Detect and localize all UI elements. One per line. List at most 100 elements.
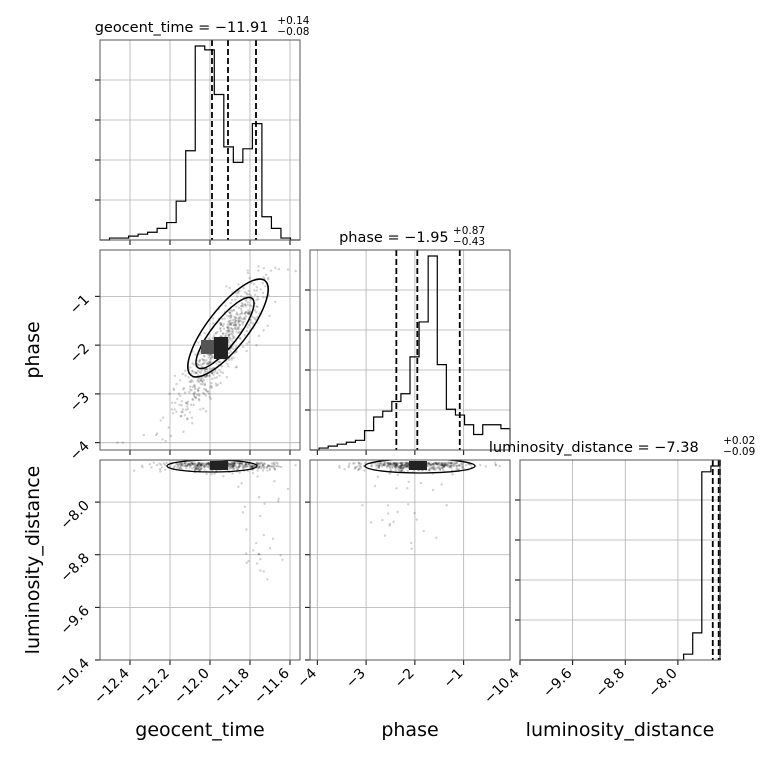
sample-point	[204, 464, 208, 467]
sample-point	[195, 393, 199, 396]
sample-point	[404, 464, 407, 467]
sample-point	[243, 316, 246, 319]
sample-point	[250, 465, 254, 469]
sample-point	[194, 467, 198, 470]
sample-point	[195, 468, 199, 471]
sample-point	[196, 378, 200, 381]
sample-point	[245, 561, 248, 565]
sample-point	[428, 464, 431, 467]
sample-point	[235, 311, 239, 314]
sample-point	[199, 464, 203, 467]
sample-point	[237, 466, 240, 469]
sample-point	[180, 463, 183, 466]
sample-point	[211, 367, 214, 370]
sample-point	[195, 396, 198, 399]
sample-point	[259, 569, 262, 572]
sample-point	[273, 300, 277, 304]
sample-point	[266, 464, 270, 467]
sample-point	[484, 465, 488, 468]
sample-point	[180, 400, 184, 403]
sample-point	[152, 461, 156, 464]
sample-point	[239, 307, 243, 311]
sample-point	[429, 466, 432, 470]
sample-point	[240, 462, 243, 466]
sample-point	[175, 410, 178, 413]
sample-point	[265, 466, 269, 469]
sample-point	[233, 462, 237, 465]
sample-point	[180, 463, 184, 466]
sample-point	[266, 578, 269, 581]
sample-point	[251, 465, 254, 468]
sample-point	[189, 463, 193, 467]
sample-point	[230, 464, 233, 467]
sample-point	[377, 464, 380, 467]
sample-point	[211, 372, 214, 375]
y-tick-label: −3	[67, 389, 93, 415]
sample-point	[198, 386, 201, 389]
sample-point	[398, 465, 401, 469]
sample-point	[235, 365, 238, 369]
sample-point	[247, 312, 250, 316]
sample-point	[191, 369, 194, 373]
sample-point	[206, 462, 209, 465]
sample-point	[269, 269, 273, 272]
sample-point	[375, 467, 378, 470]
sample-point	[191, 463, 194, 466]
sample-point	[449, 464, 452, 468]
sample-point	[388, 461, 392, 465]
sample-point	[227, 467, 231, 471]
sample-point	[241, 321, 245, 324]
sample-point	[404, 461, 408, 464]
sample-point	[343, 468, 346, 471]
sample-point	[267, 276, 270, 280]
sample-point	[241, 317, 244, 321]
sample-point	[264, 273, 268, 277]
sample-point	[238, 461, 242, 465]
sample-point	[168, 392, 171, 396]
sample-point	[229, 308, 232, 312]
sample-point	[450, 461, 453, 465]
sample-point	[245, 292, 248, 295]
sample-point	[383, 462, 386, 466]
sample-point	[241, 463, 244, 467]
sample-point	[204, 389, 208, 392]
sample-point	[442, 464, 446, 467]
panel-frame	[309, 249, 511, 451]
x-tick-label: −12.0	[171, 666, 213, 708]
sample-point	[190, 416, 194, 419]
sample-point	[165, 461, 168, 465]
sample-point	[357, 461, 361, 465]
sample-point	[393, 464, 396, 467]
sample-point	[228, 329, 231, 332]
sample-point	[268, 547, 272, 550]
sample-point	[400, 463, 404, 467]
sample-point	[225, 329, 228, 333]
sample-point	[187, 390, 191, 394]
sample-point	[189, 366, 192, 369]
sample-point	[396, 462, 400, 466]
sample-point	[212, 373, 215, 376]
sample-point	[236, 313, 240, 316]
sample-point	[286, 268, 290, 271]
sample-point	[194, 371, 198, 375]
sample-point	[382, 464, 385, 467]
sample-point	[209, 353, 213, 356]
sample-point	[233, 327, 237, 330]
sample-point	[201, 357, 204, 361]
sample-point	[235, 295, 239, 298]
sample-point	[234, 305, 238, 308]
sample-point	[413, 511, 416, 515]
sample-point	[200, 378, 203, 381]
sample-point	[198, 370, 201, 374]
sample-point	[440, 463, 444, 467]
sample-point	[182, 430, 185, 433]
sample-point	[257, 298, 260, 301]
sample-point	[252, 282, 256, 286]
sample-point	[189, 388, 192, 391]
sample-point	[395, 463, 398, 467]
sample-point	[201, 376, 204, 379]
sample-point	[203, 383, 207, 387]
sample-point	[231, 463, 234, 467]
sample-point	[186, 405, 189, 408]
sample-point	[244, 463, 248, 466]
